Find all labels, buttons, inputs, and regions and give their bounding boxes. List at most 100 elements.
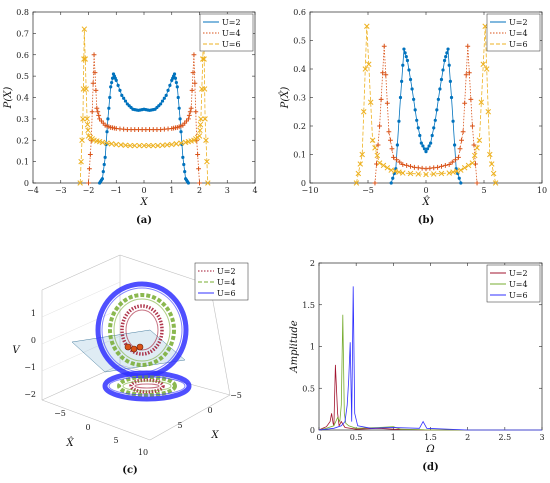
y-tick-label: 0.1 (293, 151, 306, 160)
y-tick-label: 1 (310, 343, 315, 352)
x-axis-label: X̂ (421, 196, 430, 208)
legend-label: U=6 (509, 40, 528, 49)
y-tick-label: 0 (24, 179, 29, 188)
data-point (402, 47, 406, 51)
series-U=2 (120, 304, 164, 356)
data-point (389, 146, 395, 152)
data-point (198, 116, 204, 122)
data-point (391, 154, 396, 160)
y-axis-label: Amplitude (289, 320, 300, 373)
data-point (201, 86, 208, 92)
data-point (438, 170, 445, 177)
data-point (386, 129, 392, 135)
data-point (145, 142, 152, 149)
data-point (388, 137, 393, 143)
grid-line (149, 394, 231, 441)
data-point (384, 100, 390, 106)
data-point (77, 180, 83, 186)
x-tick-label: −1 (110, 186, 122, 195)
data-point (398, 95, 403, 100)
y-tick-label: 0.5 (293, 37, 306, 46)
data-point (175, 85, 179, 89)
data-point (174, 80, 178, 85)
data-point (78, 158, 84, 165)
data-point (410, 87, 414, 91)
x-tick-label: 5 (177, 421, 182, 430)
data-point (490, 170, 497, 177)
data-point (87, 152, 93, 157)
data-point (197, 127, 203, 134)
data-point (416, 126, 420, 130)
data-point (173, 76, 178, 80)
data-point (188, 105, 194, 111)
data-point (367, 99, 374, 106)
poincare-point (124, 343, 132, 351)
data-point (415, 171, 422, 177)
data-point (364, 23, 370, 30)
data-point (150, 142, 157, 149)
data-point (448, 79, 452, 83)
data-point (376, 160, 383, 166)
data-point (90, 80, 96, 86)
data-point (113, 141, 120, 148)
legend-box (194, 262, 249, 301)
data-point (360, 108, 367, 115)
panel-label: (c) (122, 465, 138, 476)
series-line (318, 286, 542, 431)
data-point (447, 63, 451, 67)
data-point (456, 154, 461, 160)
data-point (82, 56, 89, 62)
data-point (478, 99, 485, 106)
hat-axis-label: X̂ (65, 437, 74, 449)
data-point (487, 151, 493, 158)
series-line (318, 364, 542, 431)
data-point (84, 116, 90, 122)
data-point (168, 141, 175, 148)
data-point (106, 117, 110, 121)
y-tick-label: 0.8 (16, 8, 29, 17)
data-point (93, 87, 99, 93)
data-point (430, 171, 437, 177)
z-axis-label: V (12, 345, 21, 356)
data-point (380, 162, 387, 169)
data-point (445, 51, 449, 55)
panel-label: (d) (422, 462, 438, 473)
data-point (83, 86, 89, 92)
series-U=2 (389, 47, 463, 185)
y-tick-label: 0.5 (16, 72, 29, 81)
hat-tick-label: 10 (138, 448, 148, 457)
data-point (155, 142, 161, 149)
y-tick-label: 1.5 (302, 301, 315, 310)
data-point (381, 43, 387, 49)
x-tick-label: 2 (197, 186, 202, 195)
data-point (492, 180, 499, 186)
data-point (116, 83, 120, 87)
grid-line (41, 308, 121, 345)
data-point (395, 143, 399, 147)
data-point (190, 70, 196, 75)
legend-label: U=4 (509, 29, 528, 38)
grid-line (41, 335, 121, 372)
data-point (436, 97, 440, 101)
data-point (118, 88, 122, 92)
data-point (100, 177, 104, 181)
data-point (183, 170, 187, 174)
data-point (408, 163, 413, 169)
series-U=4 (86, 52, 202, 186)
data-point (377, 123, 382, 129)
y-tick-label: 0.5 (302, 384, 315, 393)
x-tick-label: 0 (316, 433, 321, 442)
z-tick-label: −2 (24, 390, 36, 399)
x-tick-label: 1.5 (424, 433, 437, 442)
series-U=4 (108, 293, 176, 367)
panel-label: (b) (418, 215, 434, 226)
data-point (449, 159, 455, 165)
data-point (459, 181, 463, 185)
data-point (108, 95, 112, 100)
data-point (355, 170, 362, 177)
data-point (400, 79, 404, 83)
grid-line (209, 284, 231, 396)
data-point (92, 70, 98, 75)
data-point (388, 167, 394, 173)
data-point (404, 163, 410, 168)
